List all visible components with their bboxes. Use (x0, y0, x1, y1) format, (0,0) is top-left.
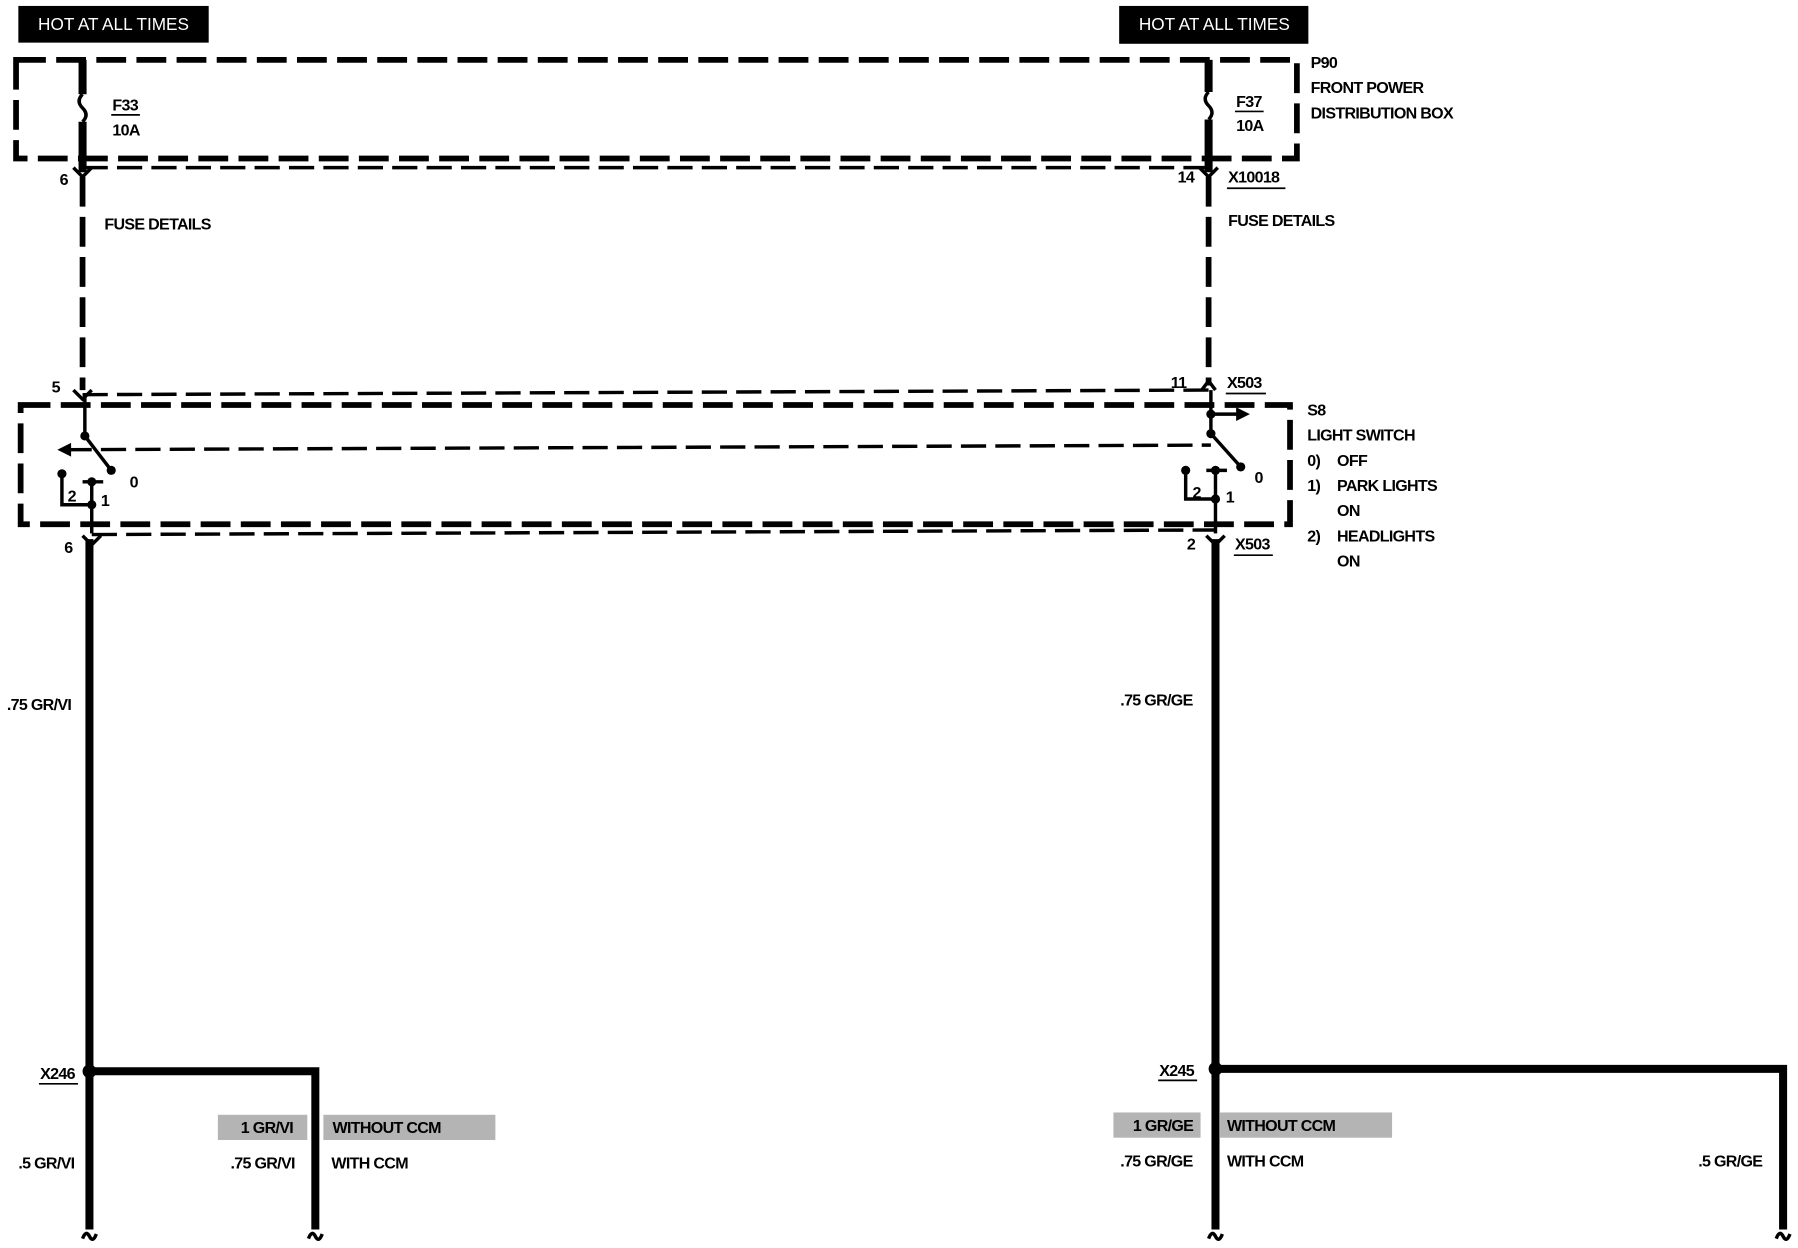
fuse-box-id: P90 (1311, 54, 1338, 72)
left-branch-a-label: .5 GR/VI (18, 1155, 74, 1173)
switch-pos-1-num: 1) (1307, 477, 1320, 495)
switch-pos-0-num: 0) (1307, 452, 1320, 470)
switch-id: S8 (1307, 401, 1326, 419)
left-without-ccm: WITHOUT CCM (333, 1119, 442, 1137)
connector-x503-out: X503 (1235, 535, 1270, 553)
fuse-f33-id: F33 (112, 96, 138, 114)
fuse-f37-pin: 14 (1178, 169, 1195, 187)
fuse-details-left: FUSE DETAILS (104, 216, 211, 234)
right-with-ccm: WITH CCM (1227, 1152, 1304, 1170)
fuse-box-name-1: FRONT POWER (1311, 79, 1425, 97)
switch-right-in-pin: 11 (1171, 374, 1187, 392)
fuse-f33-symbol (72, 59, 93, 180)
switch-left-contact-1: 1 (101, 492, 110, 510)
switch-left-contact-2: 2 (68, 487, 77, 505)
left-without-ccm-wire: 1 GR/VI (241, 1119, 293, 1137)
connector-x10018: X10018 (1228, 169, 1280, 187)
fuse-details-right: FUSE DETAILS (1228, 212, 1335, 230)
right-without-ccm-wire: 1 GR/GE (1133, 1117, 1194, 1135)
switch-pos-2-label: HEADLIGHTS (1337, 527, 1435, 545)
arrow-right-icon (1236, 407, 1250, 422)
switch-pos-2-label2: ON (1337, 553, 1360, 571)
switch-right-out-pin: 2 (1187, 535, 1196, 553)
switch-name: LIGHT SWITCH (1307, 427, 1415, 445)
switch-pos-2-num: 2) (1307, 527, 1320, 545)
right-without-ccm: WITHOUT CCM (1227, 1117, 1336, 1135)
switch-left-contacts (57, 388, 116, 548)
fuse-box-p90 (13, 56, 1300, 170)
switch-s8-box (17, 402, 1293, 528)
arrow-left-icon (57, 442, 72, 457)
left-with-ccm-wire: .75 GR/VI (230, 1155, 294, 1173)
fuse-box-name-2: DISTRIBUTION BOX (1311, 104, 1454, 122)
fuse-f33-pin: 6 (60, 171, 69, 189)
splice-x245: X245 (1159, 1062, 1194, 1080)
wire-right-branch (1215, 1064, 1788, 1230)
right-branch-b-label: .5 GR/GE (1698, 1152, 1763, 1170)
left-with-ccm: WITH CCM (331, 1155, 408, 1173)
switch-right-contact-0: 0 (1254, 469, 1263, 487)
banner-text: HOT AT ALL TIMES (1139, 14, 1290, 34)
switch-left-in-pin: 5 (52, 378, 61, 396)
wire-left-branch (89, 1067, 320, 1230)
wire-left-main-label: .75 GR/VI (7, 696, 71, 714)
wire-right-main-label: .75 GR/GE (1120, 691, 1193, 709)
fuse-f33-rating: 10A (112, 122, 140, 140)
splice-x246-dot (82, 1064, 97, 1079)
wire-continues-icons (80, 1231, 1792, 1241)
switch-pos-1-label2: ON (1337, 502, 1360, 520)
switch-left-out-pin: 6 (64, 539, 73, 557)
switch-right-contact-1: 1 (1226, 488, 1235, 506)
switch-left-contact-0: 0 (130, 474, 139, 492)
hot-at-all-times-banner-left: HOT AT ALL TIMES (18, 5, 209, 43)
fuse-f37-id: F37 (1236, 93, 1262, 111)
switch-right-contact-2: 2 (1193, 484, 1202, 502)
switch-pos-0-label: OFF (1337, 452, 1368, 470)
connector-x503-in: X503 (1227, 374, 1262, 392)
splice-x246: X246 (40, 1065, 75, 1083)
splice-x245-dot (1208, 1062, 1223, 1076)
right-with-ccm-wire: .75 GR/GE (1120, 1152, 1193, 1170)
hot-at-all-times-banner-right: HOT AT ALL TIMES (1119, 5, 1309, 44)
fuse-f37-rating: 10A (1236, 117, 1264, 135)
switch-pos-1-label: PARK LIGHTS (1337, 477, 1438, 495)
switch-right-contacts (1181, 378, 1250, 548)
banner-text: HOT AT ALL TIMES (38, 14, 189, 34)
